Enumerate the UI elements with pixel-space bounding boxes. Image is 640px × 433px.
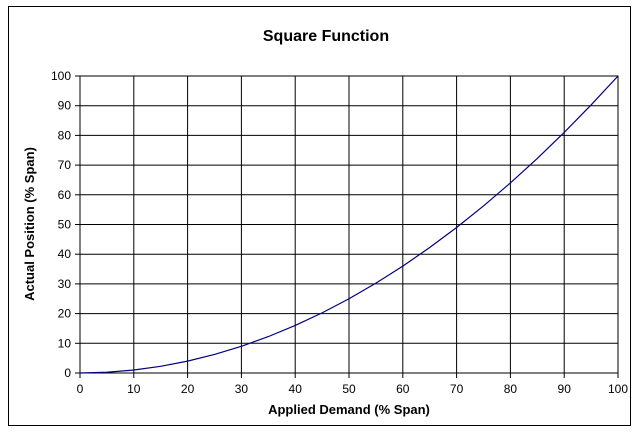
x-tick-label: 20 <box>181 382 195 396</box>
axis-ticks <box>75 75 619 378</box>
x-axis-label: Applied Demand (% Span) <box>268 402 430 417</box>
y-tick-label: 30 <box>58 277 72 291</box>
y-axis-label: Actual Position (% Span) <box>22 147 37 301</box>
x-tick-label: 10 <box>127 382 141 396</box>
y-tick-label: 10 <box>58 336 72 350</box>
chart-title: Square Function <box>263 28 389 45</box>
x-tick-labels: 0 10 20 30 40 50 60 70 80 90 100 <box>77 382 629 396</box>
x-tick-label: 50 <box>342 382 356 396</box>
x-tick-label: 90 <box>558 382 572 396</box>
x-tick-label: 60 <box>396 382 410 396</box>
y-tick-label: 40 <box>58 247 72 261</box>
y-tick-label: 70 <box>58 158 72 172</box>
x-tick-label: 40 <box>289 382 303 396</box>
y-tick-label: 20 <box>58 307 72 321</box>
y-tick-label: 80 <box>58 128 72 142</box>
x-tick-label: 30 <box>235 382 249 396</box>
x-tick-label: 0 <box>77 382 84 396</box>
y-tick-labels: 0 10 20 30 40 50 60 70 80 90 100 <box>51 69 71 380</box>
series-line <box>79 75 619 374</box>
x-tick-label: 100 <box>608 382 628 396</box>
y-tick-label: 100 <box>51 69 71 83</box>
y-tick-label: 90 <box>58 99 72 113</box>
y-tick-label: 0 <box>64 366 71 380</box>
y-tick-label: 50 <box>58 218 72 232</box>
series-group <box>79 75 619 374</box>
y-tick-label: 60 <box>58 188 72 202</box>
x-tick-label: 80 <box>504 382 518 396</box>
x-tick-label: 70 <box>450 382 464 396</box>
gridlines <box>80 76 618 373</box>
